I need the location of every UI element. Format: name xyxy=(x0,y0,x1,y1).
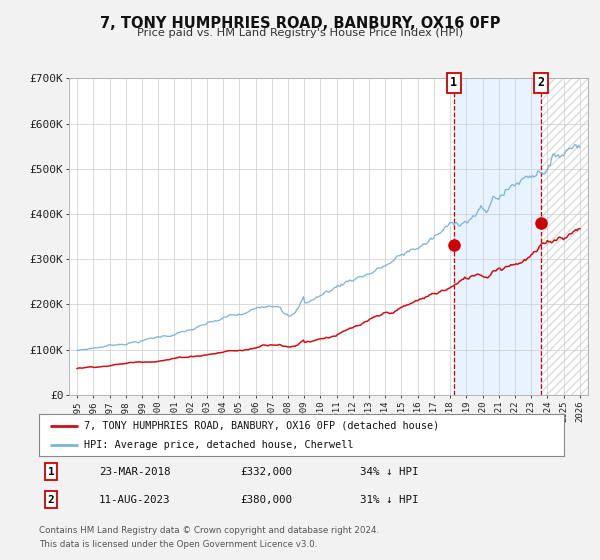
Bar xyxy=(454,78,541,395)
Text: HPI: Average price, detached house, Cherwell: HPI: Average price, detached house, Cher… xyxy=(83,440,353,450)
Bar xyxy=(541,78,588,395)
Text: 2: 2 xyxy=(47,494,55,505)
Text: 23-MAR-2018: 23-MAR-2018 xyxy=(99,466,170,477)
Text: 11-AUG-2023: 11-AUG-2023 xyxy=(99,494,170,505)
Text: Contains HM Land Registry data © Crown copyright and database right 2024.: Contains HM Land Registry data © Crown c… xyxy=(39,526,379,535)
Text: Price paid vs. HM Land Registry's House Price Index (HPI): Price paid vs. HM Land Registry's House … xyxy=(137,28,463,38)
Text: 2: 2 xyxy=(538,76,545,90)
Text: 34% ↓ HPI: 34% ↓ HPI xyxy=(360,466,419,477)
Text: 1: 1 xyxy=(47,466,55,477)
Text: 7, TONY HUMPHRIES ROAD, BANBURY, OX16 0FP (detached house): 7, TONY HUMPHRIES ROAD, BANBURY, OX16 0F… xyxy=(83,421,439,431)
Text: 31% ↓ HPI: 31% ↓ HPI xyxy=(360,494,419,505)
Text: £380,000: £380,000 xyxy=(240,494,292,505)
Text: 1: 1 xyxy=(450,76,457,90)
Bar xyxy=(541,78,588,395)
Text: 7, TONY HUMPHRIES ROAD, BANBURY, OX16 0FP: 7, TONY HUMPHRIES ROAD, BANBURY, OX16 0F… xyxy=(100,16,500,31)
Text: This data is licensed under the Open Government Licence v3.0.: This data is licensed under the Open Gov… xyxy=(39,540,317,549)
Text: £332,000: £332,000 xyxy=(240,466,292,477)
